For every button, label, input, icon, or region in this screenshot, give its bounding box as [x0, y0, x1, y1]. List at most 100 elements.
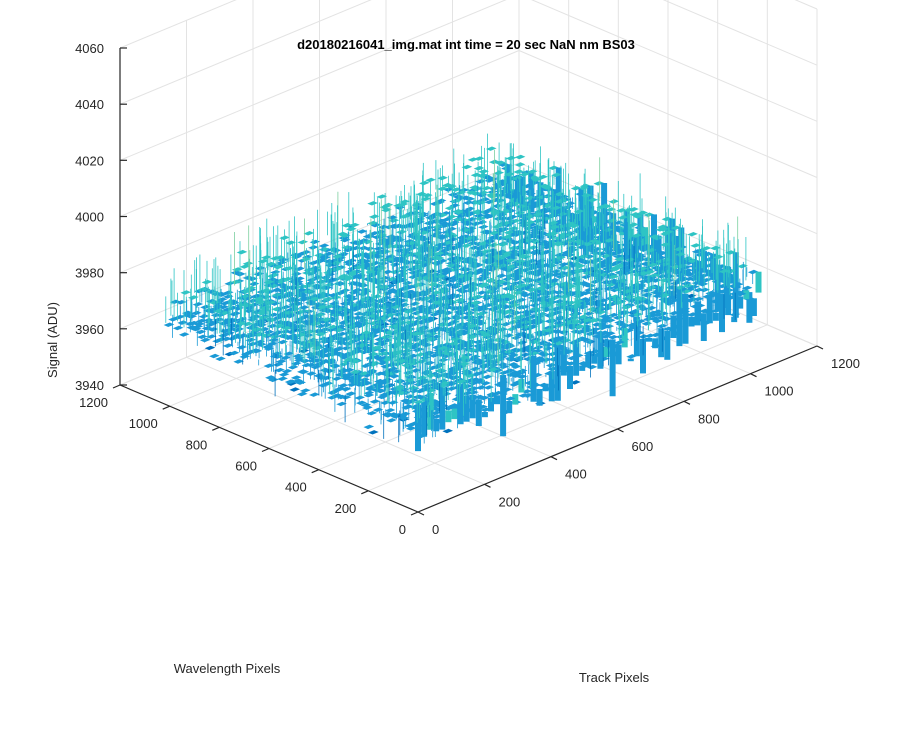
surface-cell: [533, 345, 545, 350]
surface-cell: [608, 274, 619, 279]
surface-cell: [632, 244, 644, 249]
surface-cell: [626, 354, 637, 359]
surface-cell: [318, 243, 330, 248]
surface-cell: [385, 234, 397, 239]
surface-cell: [504, 172, 515, 177]
surface-cell: [363, 424, 375, 430]
surface-cell: [467, 240, 478, 246]
surface-cell: [336, 401, 347, 407]
surface-cell: [657, 251, 668, 256]
surface-cell: [525, 191, 536, 197]
surface-cell: [681, 270, 692, 275]
surface-cell: [473, 166, 485, 171]
surface-cell: [363, 390, 375, 396]
surface-cell: [586, 364, 598, 370]
surface-cell: [690, 243, 701, 248]
surface-cell: [447, 221, 459, 227]
surface-cell: [437, 258, 448, 264]
surface-cell: [216, 297, 228, 302]
surface-cell: [498, 294, 510, 299]
surface-cell: [631, 282, 642, 287]
surface-cell: [491, 254, 503, 259]
surface-cell: [277, 376, 288, 381]
surface-cell: [259, 327, 270, 332]
surface-cell: [300, 250, 312, 255]
surface-cell: [188, 295, 199, 300]
surface-cell: [324, 304, 335, 309]
surface-cell: [503, 343, 514, 349]
surface-cell: [502, 236, 513, 241]
surface-cell: [620, 323, 631, 328]
surface-cell: [446, 386, 458, 391]
surface-cell: [510, 364, 522, 369]
surface-cell: [290, 375, 302, 380]
surface-cell: [242, 261, 254, 266]
surface-cell: [319, 349, 331, 354]
surface-cell: [281, 369, 293, 374]
surface-cell: [245, 337, 257, 343]
surface-cell: [296, 391, 308, 397]
surface-cell: [717, 289, 729, 294]
surface-cell: [444, 371, 455, 377]
surface-cell: [555, 255, 566, 260]
surface-cell: [699, 308, 710, 314]
surface-cell: [452, 209, 463, 214]
surface-cell: [413, 382, 425, 387]
surface-cell: [482, 259, 494, 265]
surface-cell: [620, 291, 631, 297]
surface-cell: [292, 353, 304, 359]
surface-cell: [367, 220, 378, 226]
surface-cell: [400, 286, 412, 291]
surface-cell: [357, 343, 369, 348]
surface-cell: [186, 325, 197, 330]
surface-cell: [381, 411, 393, 417]
surface-cell: [378, 224, 389, 230]
surface-cell: [373, 246, 384, 251]
surface-cell: [507, 362, 519, 367]
surface-cell: [416, 395, 428, 400]
surface-cell: [425, 177, 436, 183]
surface-cell: [567, 247, 579, 253]
surface-cell: [418, 272, 430, 278]
surface-cell: [180, 290, 191, 295]
surface-cell: [340, 395, 352, 400]
surface-cell: [372, 407, 384, 412]
surface-cell: [640, 244, 651, 249]
surface-cell: [262, 344, 273, 349]
surface-cell: [482, 267, 493, 272]
surface-cell: [228, 350, 240, 356]
surface-cell: [520, 320, 531, 325]
surface-cell: [435, 234, 447, 239]
surface-cell: [616, 249, 627, 254]
surface-cell: [341, 223, 353, 228]
surface-cell: [434, 245, 445, 251]
surface-cell: [632, 214, 644, 219]
surface-cell: [285, 240, 296, 245]
surface-cell: [413, 400, 425, 405]
surface-cell: [276, 279, 287, 284]
surface-cell: [209, 353, 220, 359]
surface-cell: [521, 389, 533, 394]
surface-cell: [732, 282, 744, 287]
surface-cell: [647, 262, 659, 268]
surface-cell: [522, 393, 534, 398]
surface-cell: [447, 192, 459, 197]
back-wall-grid-line: [119, 50, 520, 217]
surface-cell: [263, 279, 275, 285]
surface-cell: [482, 175, 494, 180]
surface-cell: [480, 407, 491, 412]
surface-cell: [327, 324, 338, 330]
surface-cell: [520, 292, 531, 298]
surface-cell: [297, 239, 309, 245]
surface-cell: [294, 266, 305, 271]
surface-cell: [737, 263, 748, 269]
surface-cell: [588, 210, 600, 215]
surface-cell: [368, 430, 379, 435]
surface-cell: [700, 246, 712, 251]
surface-cell: [345, 391, 356, 397]
surface-cell: [429, 353, 440, 358]
surface-cell: [306, 354, 317, 360]
surface-cell: [230, 279, 242, 285]
surface-cell: [553, 341, 564, 346]
surface-cell: [386, 418, 397, 423]
